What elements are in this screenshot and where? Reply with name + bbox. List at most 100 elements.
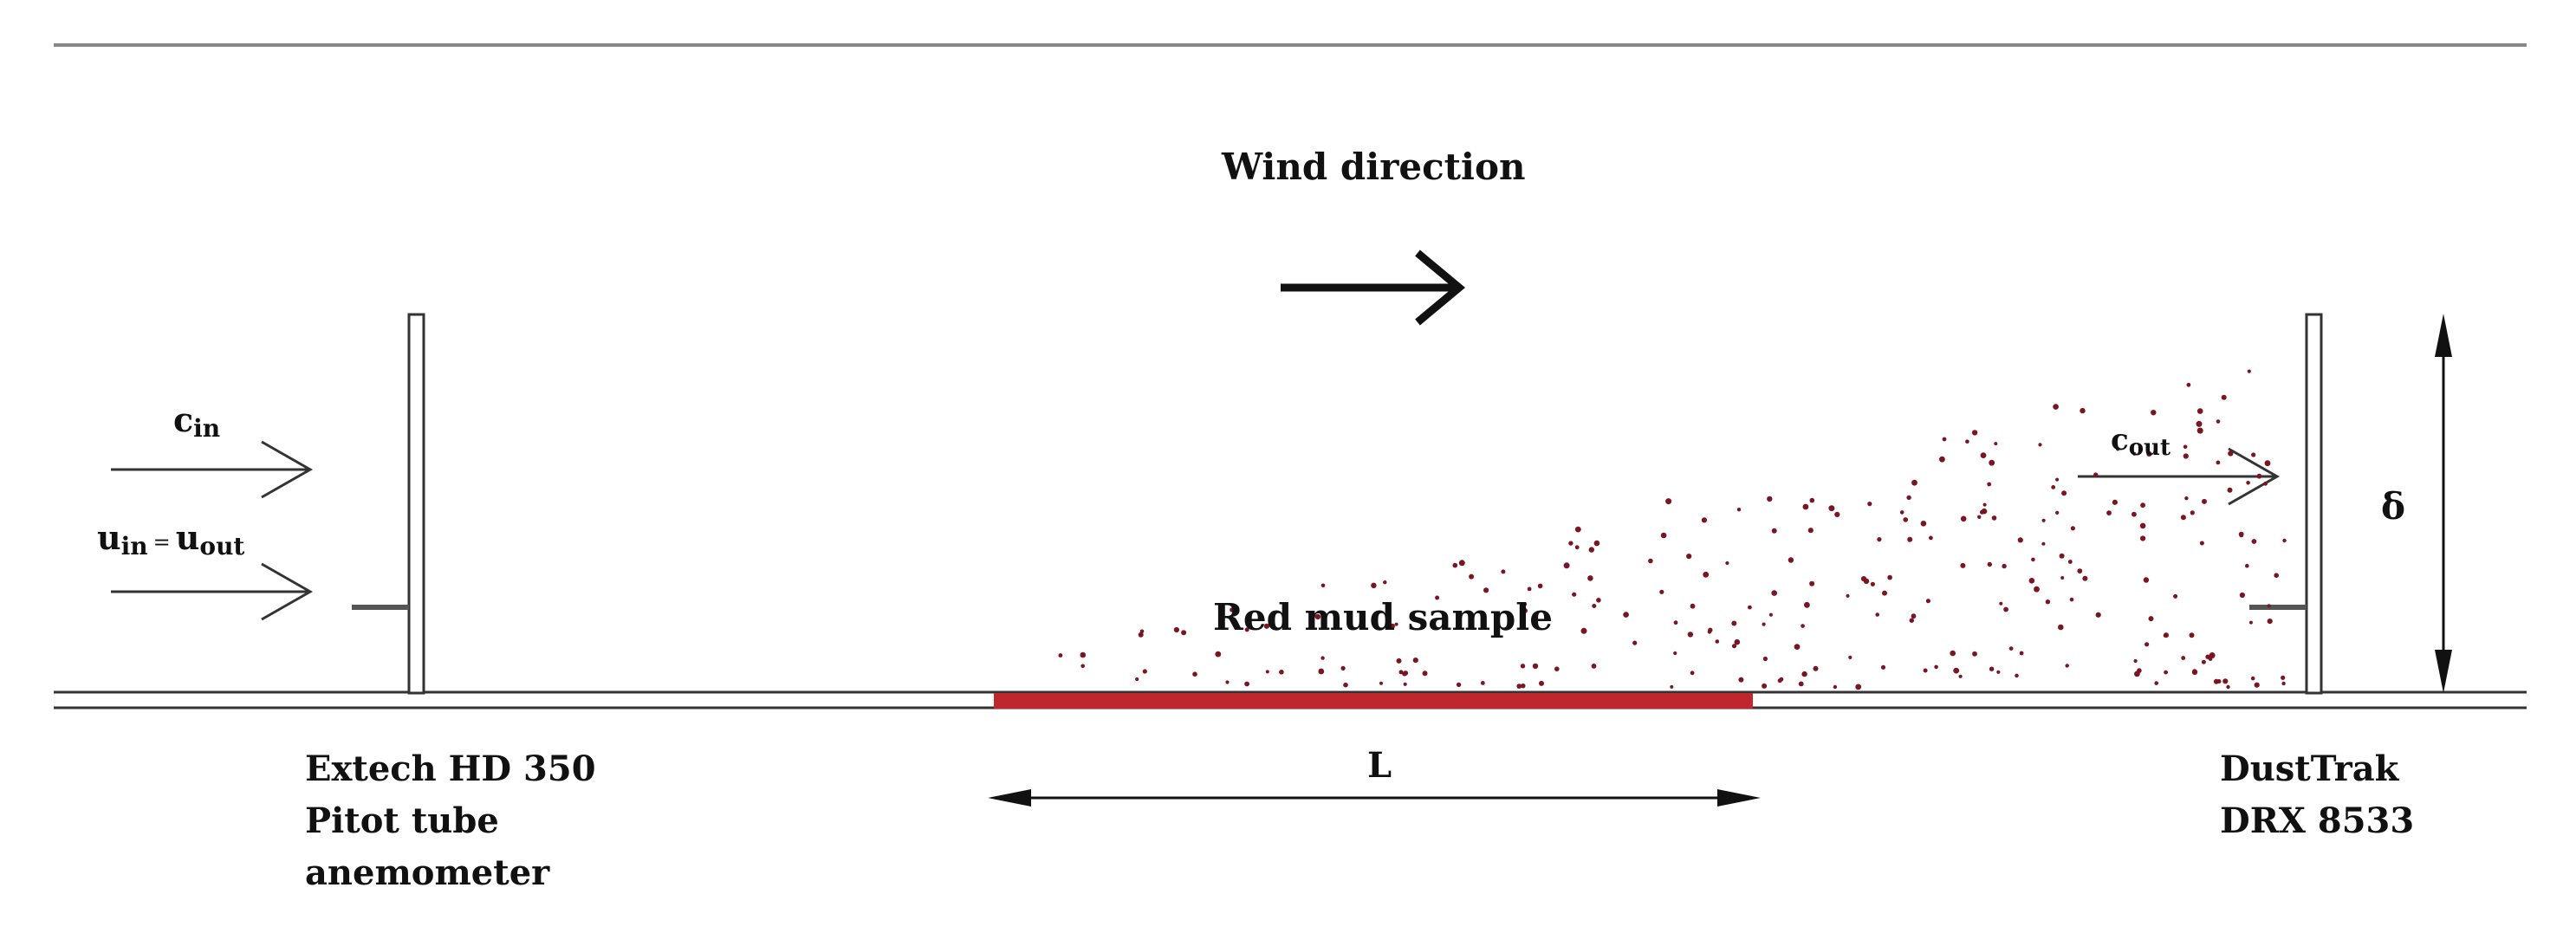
dust-particle bbox=[2146, 450, 2152, 457]
dust-particle bbox=[1987, 561, 1992, 567]
wind-direction-label: Wind direction bbox=[1222, 146, 1526, 188]
dust-particle bbox=[2250, 676, 2255, 681]
dust-particle bbox=[2145, 642, 2150, 647]
dust-particle bbox=[2139, 522, 2146, 529]
dust-particle bbox=[1389, 623, 1395, 629]
dust-particle bbox=[1911, 479, 1917, 486]
dust-particle bbox=[1320, 583, 1326, 588]
dust-particle bbox=[1398, 670, 1404, 675]
dust-particle bbox=[1920, 521, 1927, 527]
dust-particle bbox=[2238, 531, 2244, 537]
dust-particle bbox=[1981, 508, 1988, 515]
dust-particle bbox=[2028, 578, 2035, 584]
dust-particle bbox=[1802, 503, 1809, 510]
dust-particle bbox=[1980, 452, 1987, 458]
dust-particle bbox=[2051, 485, 2056, 489]
dust-particle bbox=[1394, 622, 1398, 626]
dust-particle bbox=[1592, 604, 1597, 608]
dust-particle bbox=[1991, 515, 1997, 521]
dust-particle bbox=[2251, 539, 2257, 544]
dust-particle bbox=[1080, 664, 1085, 669]
dust-particle bbox=[2060, 576, 2065, 580]
dust-particle bbox=[1965, 439, 1969, 444]
dust-particle bbox=[1483, 587, 1489, 593]
dust-particle bbox=[1458, 560, 1465, 567]
dust-particle bbox=[1960, 562, 1966, 568]
dust-particle bbox=[2065, 664, 2069, 668]
dust-particle bbox=[1690, 671, 1695, 676]
dust-particle bbox=[1593, 540, 1600, 547]
dust-particle bbox=[1877, 537, 1882, 542]
dust-particle bbox=[1794, 644, 1801, 650]
dust-particle bbox=[1860, 576, 1867, 582]
dust-particle bbox=[1520, 664, 1526, 669]
dust-particle bbox=[2256, 473, 2262, 479]
dust-particle bbox=[1977, 515, 1982, 519]
dust-particle bbox=[2263, 481, 2268, 486]
dust-particle bbox=[1539, 680, 1544, 686]
dust-particle bbox=[2017, 537, 2023, 543]
dusttrak-probe bbox=[2249, 313, 2323, 695]
dust-particle bbox=[1435, 595, 1440, 600]
dust-particle bbox=[1833, 684, 1838, 690]
dust-particle bbox=[2041, 518, 2046, 522]
dust-particle bbox=[2041, 541, 2046, 546]
dust-particle bbox=[1939, 456, 1945, 463]
dust-particle bbox=[2267, 604, 2271, 608]
dust-particle bbox=[1690, 603, 1696, 609]
dust-particle bbox=[2093, 472, 2099, 477]
dust-particle bbox=[1263, 623, 1269, 629]
dust-particle bbox=[1989, 666, 1995, 671]
dust-particle bbox=[1591, 664, 1597, 669]
dust-particle bbox=[1379, 681, 1383, 685]
dust-particle bbox=[1403, 682, 1407, 686]
dust-particle bbox=[1994, 442, 1998, 446]
right-instrument-line1: DustTrak bbox=[2220, 748, 2399, 789]
dust-particle bbox=[1855, 684, 1862, 690]
dust-particle bbox=[1554, 666, 1560, 671]
dust-particle bbox=[2267, 619, 2273, 625]
dust-particle bbox=[1501, 569, 1506, 574]
dust-particle bbox=[2055, 510, 2060, 515]
thickness-label: δ bbox=[2381, 485, 2406, 528]
dust-particle bbox=[1982, 502, 1987, 507]
dust-particle bbox=[2213, 678, 2219, 684]
dust-particle bbox=[2031, 557, 2035, 562]
dust-particle bbox=[2002, 563, 2007, 569]
dust-particle bbox=[1960, 515, 1967, 522]
dust-particle bbox=[1516, 684, 1522, 689]
dust-particle bbox=[1173, 626, 1179, 633]
dust-particle bbox=[1371, 582, 1377, 588]
dust-particle bbox=[2151, 410, 2157, 416]
dust-particle bbox=[1521, 684, 1526, 689]
dust-particle bbox=[1632, 640, 1638, 645]
dust-particle bbox=[2199, 541, 2204, 546]
dust-particle bbox=[1911, 613, 1917, 619]
red-mud-sample-bar bbox=[994, 693, 1753, 709]
dust-particle bbox=[2209, 652, 2216, 658]
dust-particle bbox=[2038, 443, 2042, 447]
dust-particle bbox=[2019, 651, 2024, 656]
dust-particle bbox=[2239, 592, 2245, 599]
wind-direction-arrow bbox=[1281, 249, 1466, 326]
dust-particle bbox=[1953, 667, 1960, 674]
dust-particle bbox=[1181, 630, 1187, 636]
dust-particle bbox=[2053, 404, 2059, 410]
dust-particle bbox=[1767, 496, 1773, 502]
dust-particle bbox=[1906, 495, 1911, 501]
c-in-label: cin bbox=[173, 400, 221, 443]
dust-particle bbox=[1801, 624, 1805, 628]
dust-particle bbox=[1801, 671, 1807, 677]
dust-particle bbox=[2134, 671, 2140, 677]
dust-particle bbox=[2186, 382, 2191, 387]
dust-particle bbox=[1192, 671, 1197, 677]
dust-particle bbox=[2116, 447, 2120, 451]
dust-particle bbox=[1771, 528, 1777, 534]
dust-particle bbox=[1452, 562, 1458, 568]
dust-particle bbox=[1580, 627, 1587, 634]
dust-particle bbox=[2274, 573, 2279, 578]
dust-particle bbox=[2205, 654, 2210, 659]
dust-particle bbox=[1659, 589, 1664, 594]
dust-particle bbox=[2069, 597, 2074, 602]
